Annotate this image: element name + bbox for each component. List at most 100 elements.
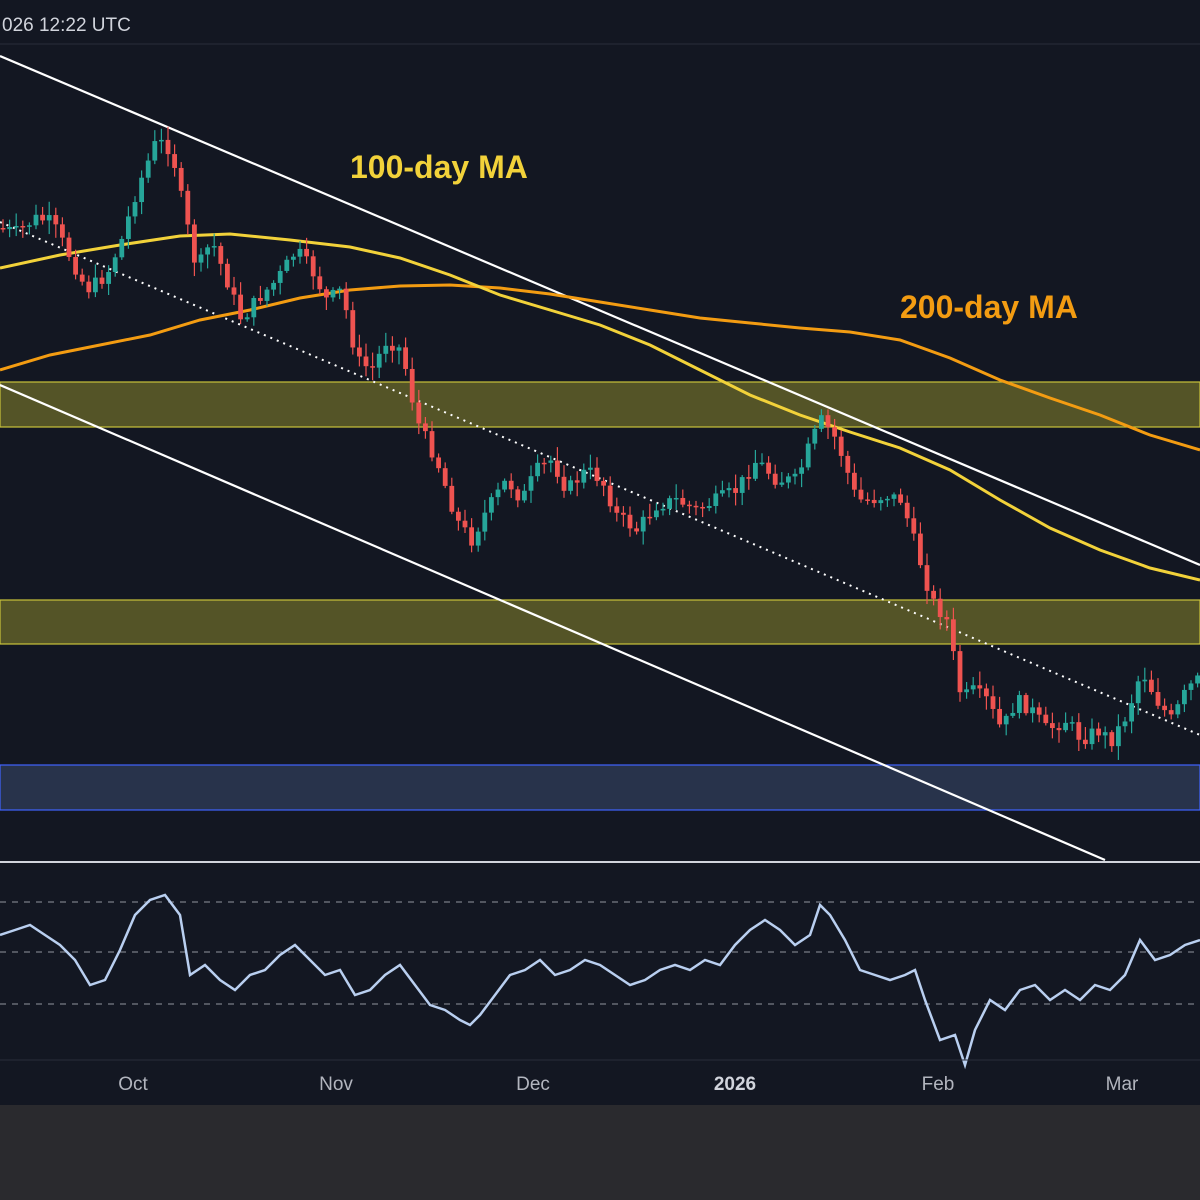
lower-resistance-zone bbox=[0, 599, 1200, 645]
candle-body bbox=[891, 494, 897, 499]
candle bbox=[46, 201, 52, 235]
candle-body bbox=[1122, 721, 1128, 727]
candle bbox=[528, 465, 534, 503]
candle bbox=[647, 503, 653, 525]
candle bbox=[277, 265, 283, 295]
candle-body bbox=[858, 489, 864, 500]
candle-body bbox=[726, 488, 732, 491]
candle-body bbox=[99, 277, 105, 284]
candle-body bbox=[693, 505, 699, 508]
candle bbox=[792, 468, 798, 485]
candle bbox=[1030, 698, 1035, 723]
candle-body bbox=[495, 489, 501, 498]
candle-body bbox=[238, 294, 243, 320]
candle bbox=[1155, 678, 1161, 710]
candle bbox=[1162, 698, 1167, 717]
candle bbox=[363, 343, 369, 377]
candle bbox=[343, 282, 349, 319]
candle-body bbox=[1043, 714, 1049, 724]
candle bbox=[1023, 692, 1029, 716]
candle-body bbox=[720, 490, 725, 494]
candle bbox=[172, 144, 177, 177]
chart-background bbox=[0, 0, 1200, 1105]
candle-body bbox=[957, 651, 963, 693]
candle-body bbox=[1030, 707, 1035, 714]
candle bbox=[1182, 684, 1187, 713]
candle bbox=[1122, 716, 1128, 733]
candle-body bbox=[1036, 707, 1042, 715]
candle bbox=[462, 509, 468, 533]
candle bbox=[924, 553, 930, 605]
candle bbox=[574, 471, 580, 497]
candle bbox=[977, 671, 983, 698]
candle-body bbox=[139, 177, 144, 203]
candle bbox=[449, 477, 455, 515]
candle-body bbox=[244, 317, 250, 320]
candle bbox=[159, 128, 164, 154]
candle bbox=[66, 232, 72, 262]
candle bbox=[891, 492, 897, 507]
candle-body bbox=[343, 288, 349, 311]
candle-body bbox=[13, 225, 19, 228]
candle bbox=[746, 464, 752, 490]
candle-body bbox=[700, 506, 705, 509]
candle bbox=[1102, 726, 1108, 749]
candle bbox=[726, 482, 732, 498]
candle bbox=[700, 502, 705, 518]
candle bbox=[297, 241, 303, 264]
candle-body bbox=[852, 472, 857, 490]
candle bbox=[634, 521, 639, 535]
candle-body bbox=[178, 167, 184, 191]
candle-body bbox=[1096, 728, 1101, 736]
candle-body bbox=[172, 154, 177, 168]
candle-body bbox=[997, 708, 1002, 725]
candle-body bbox=[126, 216, 131, 239]
channel-lower-line bbox=[0, 383, 1106, 862]
candle-body bbox=[1109, 732, 1115, 747]
candle-body bbox=[838, 436, 844, 456]
candle bbox=[1129, 694, 1134, 734]
candle-body bbox=[746, 477, 752, 479]
candle bbox=[225, 258, 230, 290]
candle-body bbox=[33, 214, 39, 226]
candle-body bbox=[680, 497, 686, 505]
x-tick-label-dec: Dec bbox=[516, 1074, 550, 1095]
candle-body bbox=[475, 531, 481, 546]
candle bbox=[409, 357, 415, 411]
rsi-line bbox=[0, 893, 1200, 1070]
candle bbox=[192, 219, 197, 277]
candle-body bbox=[1168, 710, 1174, 715]
candle bbox=[73, 249, 78, 280]
candle bbox=[396, 344, 402, 365]
candle bbox=[132, 196, 138, 224]
candle-body bbox=[634, 528, 639, 532]
candle-body bbox=[324, 289, 329, 298]
candle bbox=[957, 644, 963, 702]
candle bbox=[772, 464, 778, 489]
candle bbox=[469, 518, 474, 553]
candle-body bbox=[673, 497, 679, 500]
channel-upper-line bbox=[0, 54, 1200, 567]
candle-body bbox=[984, 688, 989, 697]
candle bbox=[1089, 718, 1095, 750]
candle bbox=[535, 454, 540, 482]
candle-body bbox=[1175, 704, 1181, 715]
candle bbox=[13, 213, 19, 237]
candle bbox=[581, 463, 587, 489]
candle bbox=[1142, 667, 1148, 693]
candle-body bbox=[561, 476, 567, 491]
candle bbox=[937, 588, 943, 630]
candle-body bbox=[1149, 679, 1154, 693]
candle-body bbox=[1083, 739, 1088, 745]
candle-body bbox=[759, 462, 765, 465]
candle bbox=[1076, 713, 1082, 752]
candle bbox=[258, 285, 263, 305]
candle bbox=[832, 418, 837, 450]
candle bbox=[561, 465, 567, 498]
candle bbox=[508, 473, 514, 499]
candle bbox=[310, 250, 316, 290]
x-tick-label-oct: Oct bbox=[118, 1074, 148, 1095]
candle bbox=[251, 295, 257, 326]
candle-body bbox=[970, 685, 976, 690]
